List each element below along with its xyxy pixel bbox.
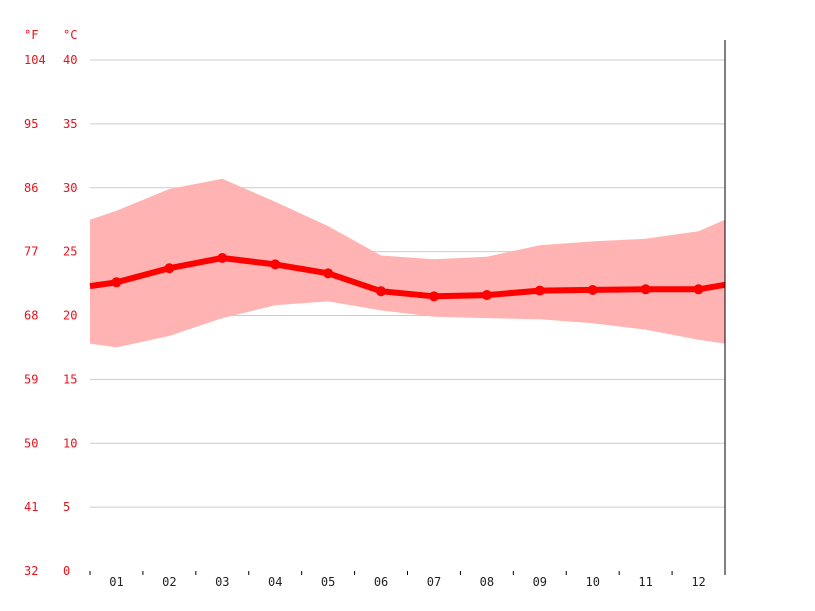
mean-point	[534, 285, 545, 296]
y-tick-label-c: 0	[63, 564, 70, 578]
mean-point	[323, 268, 334, 279]
y-tick-label-c: 20	[63, 309, 77, 323]
x-axis: 01 02 03 04 05 06 07 08 09 10 11 12	[89, 571, 726, 589]
y-tick-label-c: 35	[63, 117, 77, 131]
y-tick-label-f: 32	[24, 564, 38, 578]
x-tick-label: 06	[374, 575, 388, 589]
y-tick-label-c: 5	[63, 500, 70, 514]
y-tick-label-c: 40	[63, 53, 77, 67]
x-tick-label: 05	[321, 575, 335, 589]
unit-celsius-label: °C	[63, 28, 77, 42]
y-tick-label-c: 30	[63, 181, 77, 195]
y-tick-label-f: 95	[24, 117, 38, 131]
mean-point	[270, 259, 281, 270]
x-tick-label: 07	[427, 575, 441, 589]
mean-temperature-points	[111, 253, 704, 302]
y-tick-label-f: 41	[24, 500, 38, 514]
mean-point	[587, 284, 598, 295]
y-tick-labels: 32 0 41 5 50 10 59 15 68 20 77 25 86 30 95 35 104 40	[24, 53, 77, 578]
x-tick-label: 02	[162, 575, 176, 589]
mean-point	[376, 286, 387, 297]
y-tick-label-f: 86	[24, 181, 38, 195]
mean-point	[481, 290, 492, 301]
unit-fahrenheit-label: °F	[24, 28, 38, 42]
y-tick-label-c: 15	[63, 372, 77, 386]
y-tick-label-c: 10	[63, 436, 77, 450]
y-tick-label-f: 59	[24, 372, 38, 386]
x-tick-label: 03	[215, 575, 229, 589]
y-tick-label-f: 77	[24, 245, 38, 259]
y-tick-label-f: 50	[24, 436, 38, 450]
x-tick-label: 10	[585, 575, 599, 589]
y-tick-label-f: 68	[24, 309, 38, 323]
mean-point	[217, 253, 228, 264]
y-tick-label-c: 25	[63, 245, 77, 259]
x-tick-label: 04	[268, 575, 282, 589]
mean-temperature-line	[89, 255, 726, 300]
x-tick-label: 09	[533, 575, 547, 589]
mean-point	[428, 291, 439, 302]
mean-point	[111, 277, 122, 288]
temperature-range-band	[90, 178, 725, 348]
x-tick-label: 12	[691, 575, 705, 589]
x-tick-label: 08	[480, 575, 494, 589]
mean-point	[640, 284, 651, 295]
mean-point	[164, 263, 175, 274]
y-tick-label-f: 104	[24, 53, 46, 67]
x-tick-label: 01	[109, 575, 123, 589]
x-tick-label: 11	[638, 575, 652, 589]
mean-point	[693, 284, 704, 295]
